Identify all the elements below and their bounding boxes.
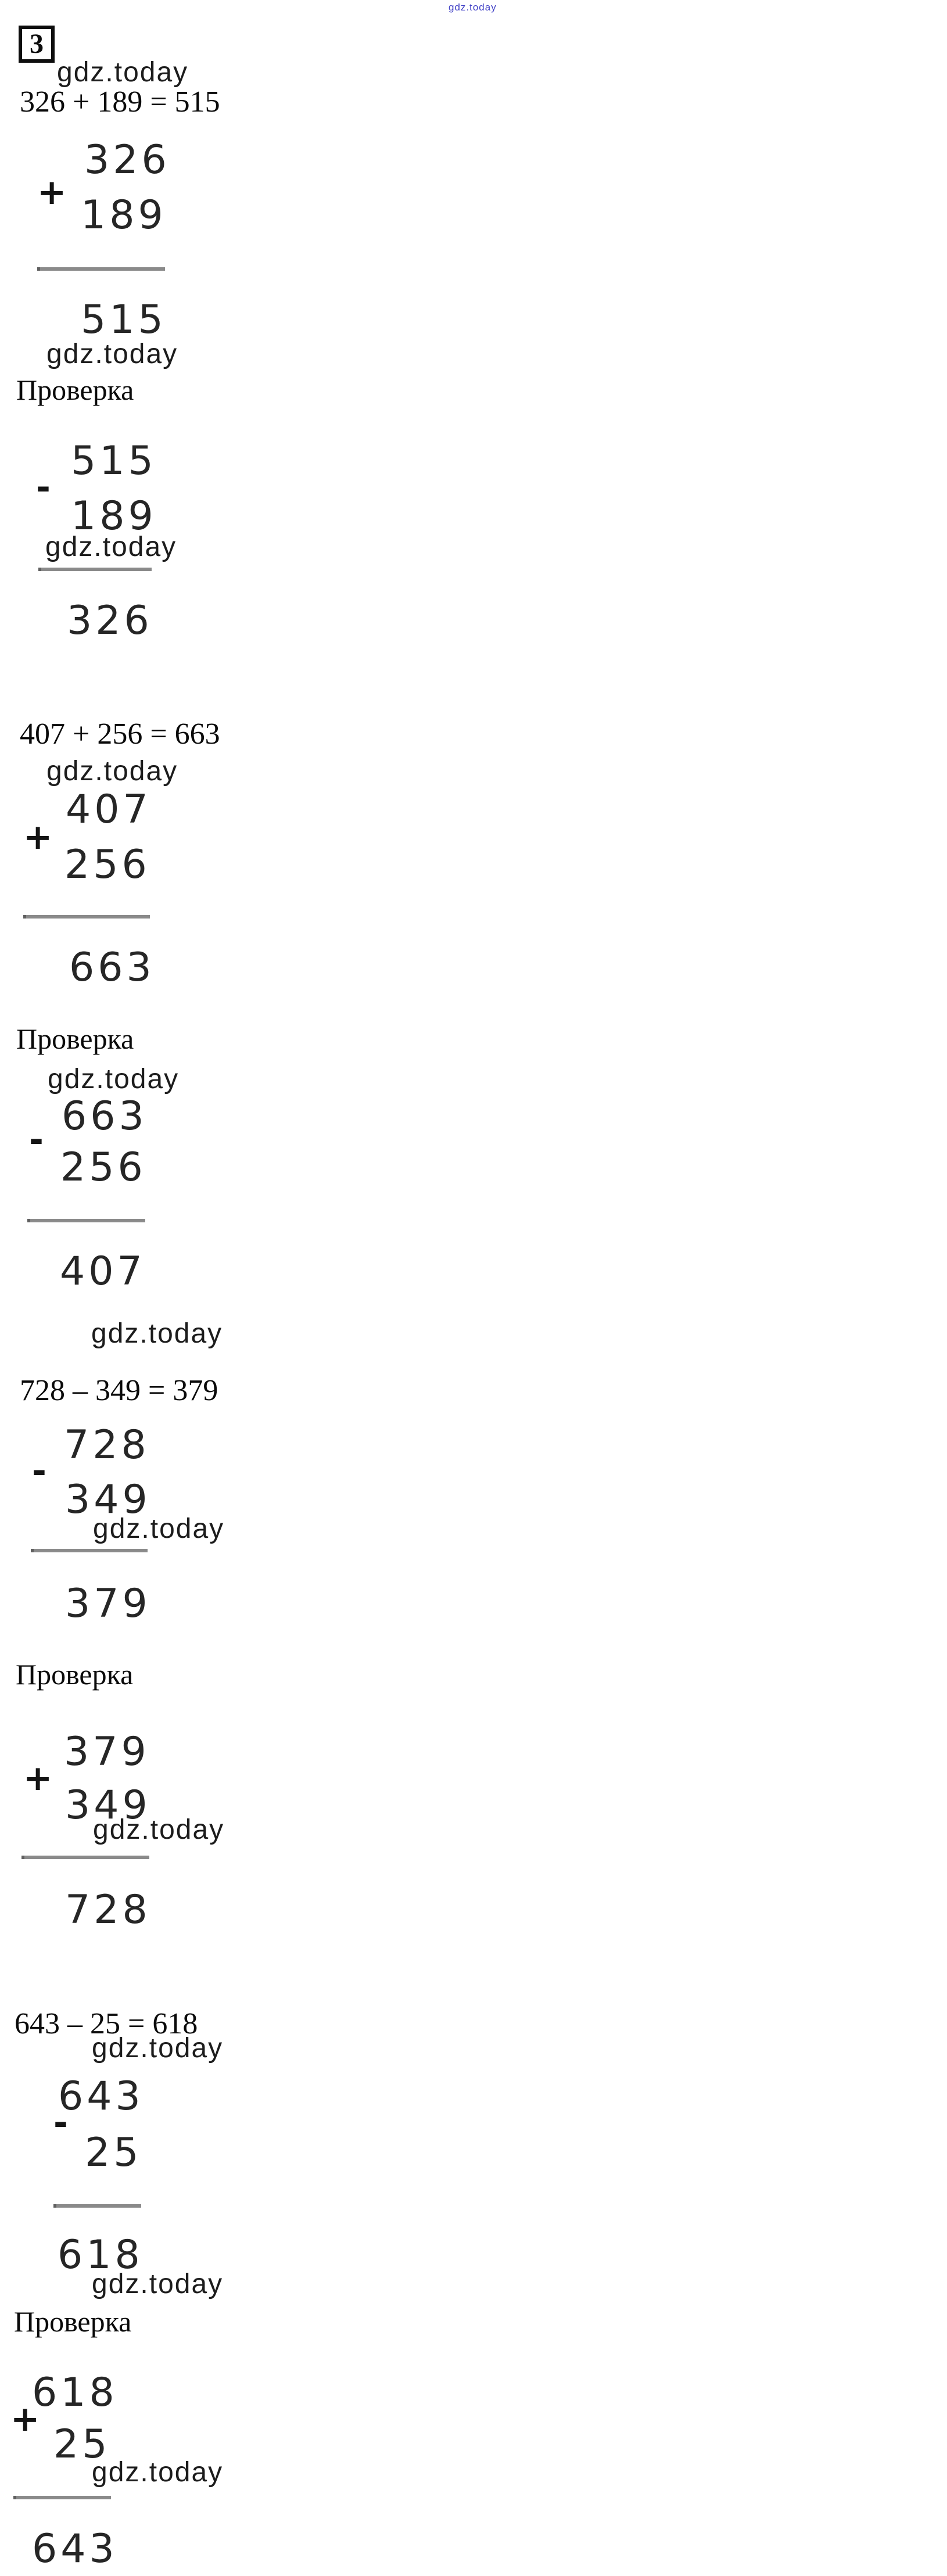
check-operand-top: 618 — [32, 2370, 118, 2416]
site-watermark-top: gdz.today — [449, 2, 497, 13]
plus-sign: + — [37, 172, 67, 213]
watermark: gdz.today — [92, 2269, 224, 2299]
minus-sign: - — [29, 1120, 44, 1160]
column-operand-bottom: 25 — [85, 2130, 142, 2176]
sum-line — [13, 2496, 111, 2499]
column-operand-top: 407 — [66, 787, 152, 833]
watermark: gdz.today — [93, 1513, 225, 1544]
column-result: 618 — [58, 2232, 144, 2278]
check-label: Проверка — [14, 2305, 132, 2338]
equation-1: 326 + 189 = 515 — [20, 85, 220, 119]
column-operand-top: 326 — [84, 137, 170, 183]
sum-line — [21, 1856, 149, 1859]
watermark: gdz.today — [46, 756, 178, 787]
watermark: gdz.today — [48, 1064, 180, 1095]
sum-line — [23, 915, 150, 919]
column-operand-bottom: 189 — [81, 192, 167, 238]
check-operand-bottom: 25 — [53, 2421, 111, 2467]
minus-sign: - — [36, 467, 51, 508]
watermark: gdz.today — [45, 532, 177, 562]
check-operand-bottom: 189 — [71, 493, 157, 539]
check-label: Проверка — [16, 1022, 134, 1055]
check-label: Проверка — [16, 374, 134, 406]
column-result: 515 — [81, 297, 167, 343]
column-result: 663 — [69, 945, 155, 991]
check-operand-top: 379 — [64, 1729, 150, 1775]
equation-4: 643 – 25 = 618 — [15, 2007, 198, 2040]
equation-3: 728 – 349 = 379 — [20, 1374, 218, 1407]
equation-2: 407 + 256 = 663 — [20, 717, 220, 751]
check-result: 407 — [60, 1248, 146, 1294]
column-operand-bottom: 256 — [64, 842, 150, 888]
sum-line — [53, 2204, 141, 2208]
column-operand-bottom: 349 — [65, 1477, 151, 1523]
sum-line — [27, 1219, 145, 1222]
task-number-box: 3 — [19, 26, 55, 63]
check-operand-bottom: 349 — [65, 1782, 151, 1828]
plus-sign: + — [10, 2399, 40, 2439]
sum-line — [31, 1549, 148, 1552]
plus-sign: + — [23, 1758, 53, 1799]
column-operand-top: 728 — [64, 1422, 150, 1468]
sum-line — [37, 267, 165, 271]
minus-sign: - — [32, 1451, 46, 1491]
check-label: Проверка — [16, 1658, 134, 1691]
check-operand-top: 663 — [62, 1093, 148, 1139]
check-result: 326 — [67, 598, 153, 644]
watermark: gdz.today — [46, 339, 178, 369]
watermark: gdz.today — [91, 1318, 223, 1349]
watermark: gdz.today — [57, 57, 189, 88]
column-result: 379 — [65, 1581, 151, 1627]
check-result: 643 — [32, 2526, 118, 2572]
check-result: 728 — [65, 1887, 151, 1933]
minus-sign: - — [53, 2103, 68, 2143]
watermark: gdz.today — [92, 2457, 224, 2488]
check-operand-bottom: 256 — [60, 1145, 146, 1190]
watermark: gdz.today — [93, 1814, 225, 1845]
column-operand-top: 643 — [58, 2073, 144, 2119]
check-operand-top: 515 — [71, 438, 157, 484]
task-number: 3 — [30, 28, 44, 59]
sum-line — [38, 568, 152, 571]
plus-sign: + — [23, 817, 53, 858]
watermark: gdz.today — [92, 2033, 224, 2064]
